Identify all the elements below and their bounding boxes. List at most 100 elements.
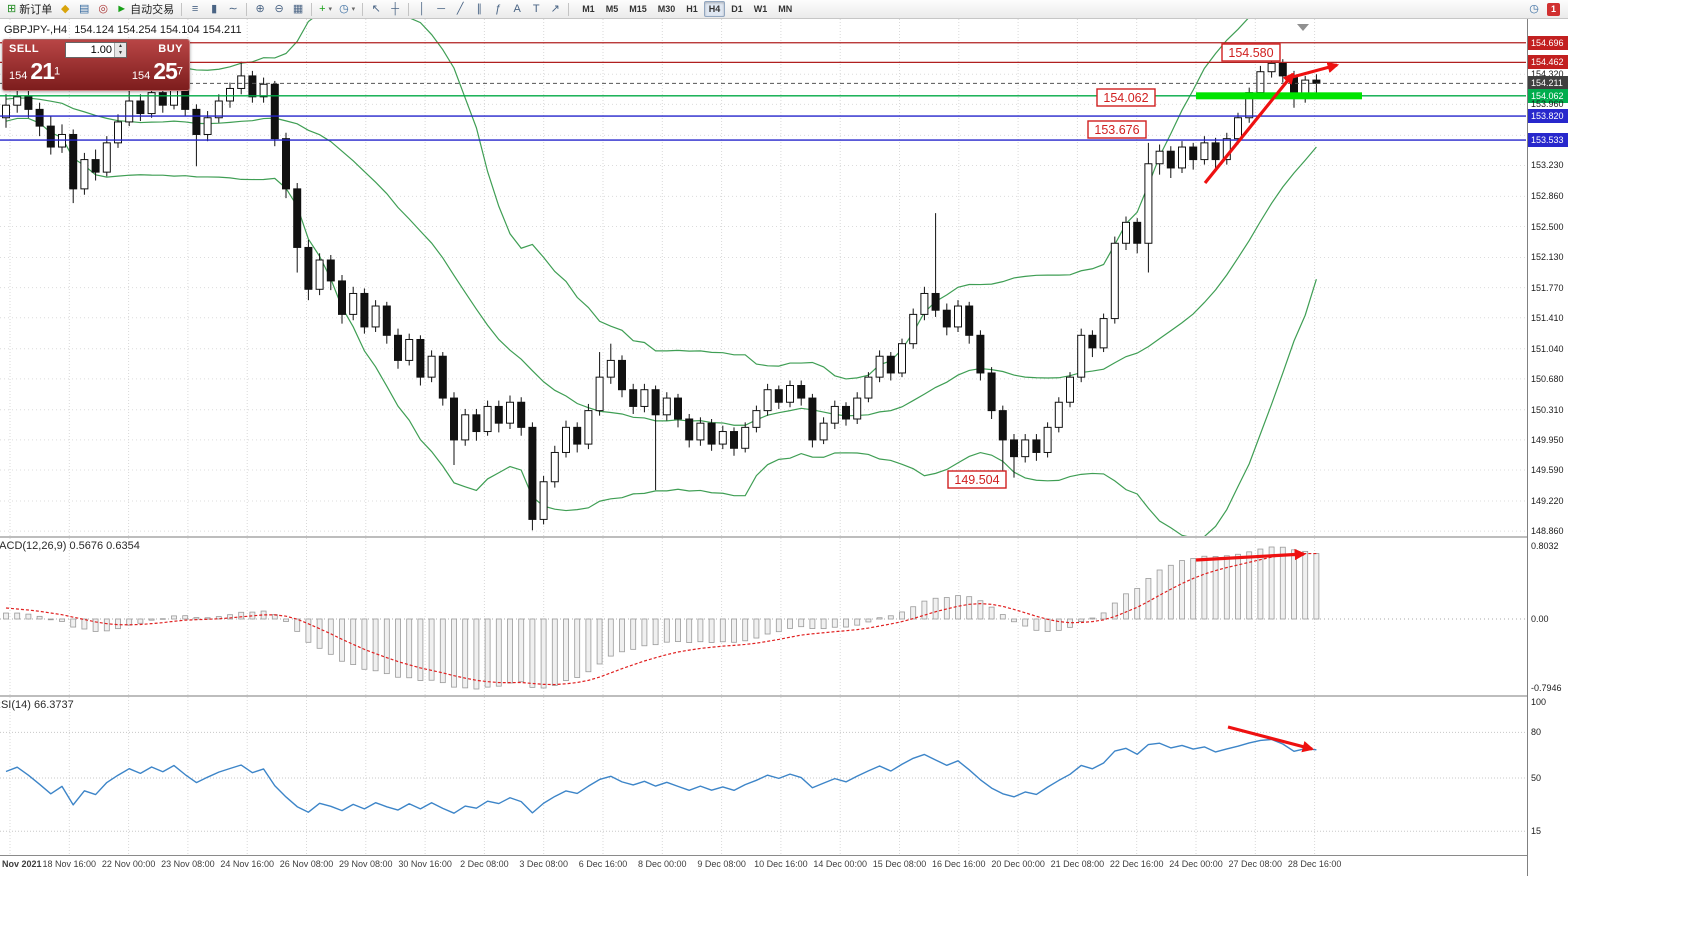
symbol-period-label: GBPJPY-,H4 bbox=[4, 24, 68, 36]
market-watch-button[interactable]: ▤ bbox=[75, 1, 93, 17]
timeframe-m5-button[interactable]: M5 bbox=[605, 4, 619, 14]
notification-badge[interactable]: 1 bbox=[1547, 2, 1560, 16]
macd-chart[interactable] bbox=[0, 538, 1526, 695]
equidistant-channel-button[interactable]: ∥ bbox=[470, 1, 488, 17]
candlestick-chart-icon: ▮ bbox=[211, 3, 218, 15]
timeframe-m30-button[interactable]: M30 bbox=[657, 4, 676, 14]
one-click-trade-panel: SELL 154 211 ▲ ▼ BUY 154 257 bbox=[2, 39, 190, 91]
text-button[interactable]: A bbox=[508, 1, 526, 17]
zoom-in-icon: ⊕ bbox=[255, 3, 265, 15]
sell-label: SELL bbox=[9, 43, 40, 55]
timeframe-h4-button[interactable]: H4 bbox=[703, 1, 726, 17]
time-axis-label: 22 Dec 16:00 bbox=[1109, 859, 1164, 869]
zoom-in-button[interactable]: ⊕ bbox=[251, 1, 269, 17]
text-icon: A bbox=[513, 3, 521, 15]
price-scale-label: 150.310 bbox=[1531, 404, 1564, 415]
main-chart-panel[interactable]: 154.580 154.062 153.676 149.504 GBPJPY-,H4 1… bbox=[0, 19, 1526, 536]
price-annotation[interactable]: 154.062 bbox=[1096, 88, 1156, 107]
period-selector-caret-icon: ▾ bbox=[351, 6, 356, 13]
time-axis-label: 22 Nov 00:00 bbox=[101, 859, 156, 869]
chart-shift-marker[interactable] bbox=[1297, 24, 1309, 31]
new-order-icon: ⊞ bbox=[7, 3, 17, 15]
macd-panel[interactable]: MACD(12,26,9) 0.5676 0.6354 bbox=[0, 538, 1526, 695]
indicators-add-caret-icon: ▾ bbox=[328, 6, 333, 13]
trend-arrow[interactable] bbox=[1203, 72, 1295, 185]
rsi-trend-arrow[interactable] bbox=[1227, 725, 1315, 753]
period-selector-button[interactable]: ◷ ▾ bbox=[336, 1, 358, 17]
trendline-button[interactable]: ╱ bbox=[451, 1, 469, 17]
arrow-object-icon: ↗ bbox=[550, 3, 560, 15]
timeframe-d1-button[interactable]: D1 bbox=[731, 4, 743, 14]
cursor-button[interactable]: ↖ bbox=[367, 1, 385, 17]
time-axis-label: 14 Dec 00:00 bbox=[813, 859, 867, 869]
price-scale-badge: 154.211 bbox=[1528, 76, 1568, 91]
price-scale-label: 151.040 bbox=[1531, 343, 1564, 354]
arrow-object-button[interactable]: ↗ bbox=[546, 1, 564, 17]
buy-price: 154 257 bbox=[131, 58, 183, 84]
zoom-out-button[interactable]: ⊖ bbox=[270, 1, 288, 17]
timeframe-m1-button[interactable]: M1 bbox=[582, 4, 595, 14]
panel-separator[interactable] bbox=[0, 695, 1568, 697]
rsi-panel[interactable]: RSI(14) 66.3737 bbox=[0, 697, 1526, 855]
vertical-line-button[interactable]: │ bbox=[413, 1, 431, 17]
sell-button[interactable]: SELL 154 211 bbox=[3, 40, 96, 90]
volume-input[interactable] bbox=[66, 43, 114, 57]
timeframe-w1-button[interactable]: W1 bbox=[753, 4, 768, 14]
ohlc-values: 154.124 154.254 154.104 154.211 bbox=[74, 24, 242, 36]
timeframe-mn-button[interactable]: MN bbox=[778, 4, 793, 14]
time-axis[interactable]: Nov 2021 18 Nov 16:00 22 Nov 00:00 23 Nov 0… bbox=[0, 856, 1526, 876]
time-axis-label: 24 Dec 00:00 bbox=[1169, 859, 1223, 869]
price-annotation[interactable]: 153.676 bbox=[1087, 120, 1147, 139]
indicators-add-button[interactable]: + ▾ bbox=[316, 1, 335, 17]
crosshair-button[interactable]: ┼ bbox=[386, 1, 404, 17]
timeframe-m15-button[interactable]: M15 bbox=[629, 4, 647, 14]
macd-trend-arrow[interactable] bbox=[1195, 548, 1307, 562]
timeframe-h1-button[interactable]: H1 bbox=[686, 4, 698, 14]
time-axis-label: 24 Nov 16:00 bbox=[220, 859, 274, 869]
price-scale-label: 150.680 bbox=[1531, 373, 1564, 384]
time-axis-border bbox=[0, 855, 1568, 856]
support-zone-highlight[interactable] bbox=[1196, 92, 1362, 100]
fibonacci-button[interactable]: ƒ bbox=[489, 1, 507, 17]
price-scale-badge: 154.462 bbox=[1528, 55, 1568, 70]
refresh-button[interactable]: ◎ bbox=[94, 1, 112, 17]
volume-up-button[interactable]: ▲ bbox=[115, 43, 126, 50]
time-axis-label: 2 Dec 08:00 bbox=[460, 859, 509, 869]
price-scale-label: 15 bbox=[1531, 826, 1542, 837]
clock-button[interactable]: ◷ bbox=[1525, 1, 1543, 17]
text-label-button[interactable]: T bbox=[527, 1, 545, 17]
horizontal-line-button[interactable]: ─ bbox=[432, 1, 450, 17]
bollinger-middle-band bbox=[5, 97, 1317, 426]
volume-down-button[interactable]: ▼ bbox=[115, 50, 126, 57]
price-scale-label: 100 bbox=[1531, 697, 1547, 707]
rsi-label: RSI(14) 66.3737 bbox=[0, 699, 74, 711]
price-scale-label: 151.770 bbox=[1531, 282, 1564, 293]
panel-separator[interactable] bbox=[0, 536, 1568, 538]
price-scale-label: 151.410 bbox=[1531, 312, 1564, 323]
price-annotation[interactable]: 149.504 bbox=[947, 470, 1007, 489]
new-order-label: 新订单 bbox=[19, 4, 53, 16]
autotrade-button[interactable]: ► 自动交易 bbox=[113, 1, 177, 17]
line-chart-button[interactable]: ∼ bbox=[224, 1, 242, 17]
candlestick-chart-button[interactable]: ▮ bbox=[205, 1, 223, 17]
trend-arrow[interactable] bbox=[1284, 61, 1340, 81]
time-axis-label: 28 Dec 16:00 bbox=[1287, 859, 1342, 869]
time-axis-label: 6 Dec 16:00 bbox=[578, 859, 628, 869]
rsi-chart[interactable] bbox=[0, 697, 1526, 855]
tile-windows-button[interactable]: ▦ bbox=[289, 1, 307, 17]
main-chart[interactable]: 154.580 154.062 153.676 149.504 bbox=[0, 19, 1526, 536]
buy-button[interactable]: BUY 154 257 bbox=[96, 40, 189, 90]
profiles-icon: ◆ bbox=[60, 3, 70, 15]
new-order-button[interactable]: ⊞ 新订单 bbox=[4, 1, 55, 17]
price-scale-badge: 153.820 bbox=[1528, 109, 1568, 124]
rsi-line bbox=[5, 738, 1317, 814]
crosshair-icon: ┼ bbox=[391, 3, 400, 15]
price-scale-label: 0.8032 bbox=[1531, 541, 1559, 551]
price-annotation[interactable]: 154.580 bbox=[1221, 43, 1281, 62]
bollinger-lower-band bbox=[5, 117, 1317, 536]
profiles-button[interactable]: ◆ bbox=[56, 1, 74, 17]
bar-chart-button[interactable]: ≡ bbox=[186, 1, 204, 17]
price-scale[interactable]: 154.696 154.462 154.320 154.211 154.062 153.9… bbox=[1527, 19, 1568, 876]
mt4-terminal: ⊞ 新订单 ◆ ▤ ◎ ► 自动交易 ≡ ▮ ∼ ⊕ ⊖ ▦ + ▾ ◷ ▾ ↖ ┼ │ ─ ╱ ∥ ƒ A T ↗ M1 M5 M15 M… bbox=[0, 0, 1568, 876]
price-scale-label: -0.7946 bbox=[1531, 683, 1562, 693]
